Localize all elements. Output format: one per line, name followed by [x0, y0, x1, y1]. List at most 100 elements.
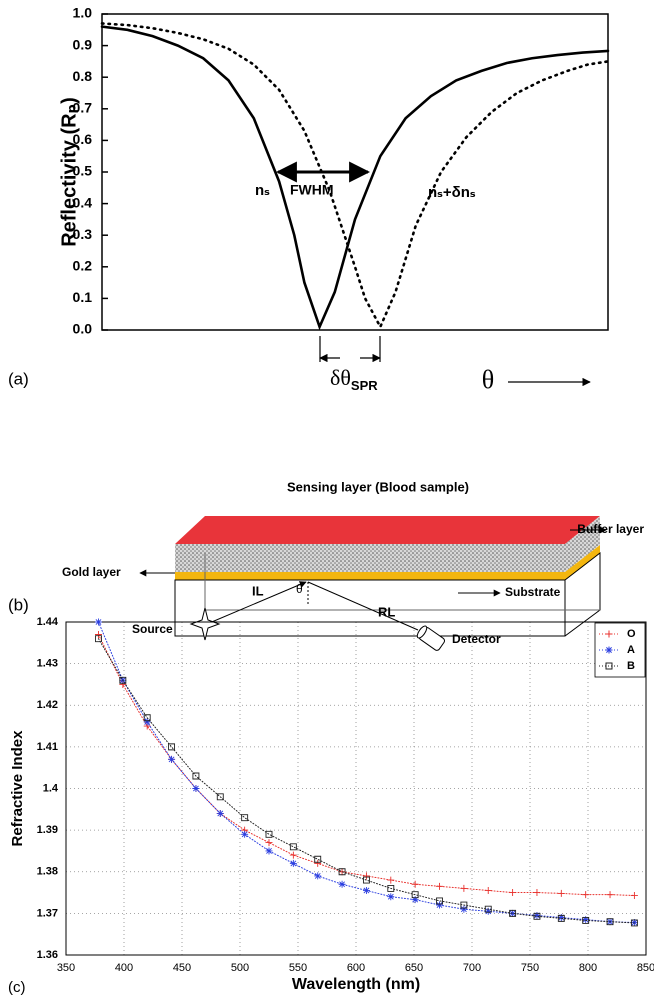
data-point — [387, 893, 395, 901]
data-point — [241, 830, 249, 838]
data-point — [94, 618, 102, 626]
legend-label: B — [627, 660, 635, 672]
data-point — [362, 872, 370, 880]
data-point — [387, 876, 395, 884]
substrate — [174, 551, 601, 637]
data-point — [265, 830, 273, 838]
data-point — [265, 847, 273, 855]
legend-marker — [605, 646, 613, 654]
panel-label: (a) — [8, 369, 29, 388]
y-tick-label: 0.9 — [73, 36, 93, 52]
data-point — [95, 635, 102, 643]
incident-label: IL — [252, 583, 264, 598]
legend-label: O — [627, 628, 636, 640]
data-point — [436, 882, 444, 890]
x-tick-label: 800 — [579, 962, 597, 974]
data-point — [460, 884, 468, 892]
detector-icon — [416, 625, 445, 651]
y-tick-label: 0.3 — [73, 226, 93, 242]
data-point — [630, 919, 638, 927]
buffer-label: Buffer layer — [577, 522, 644, 536]
sensing-layer-label: Sensing layer (Blood sample) — [287, 479, 469, 494]
data-point — [582, 891, 590, 899]
data-point — [411, 891, 419, 899]
series-line — [97, 633, 635, 896]
data-point — [509, 889, 517, 897]
data-point — [582, 916, 590, 924]
panel-a-annotations: FWHM nₛ nₛ+δnₛ δθSPR (a) — [8, 161, 591, 393]
data-point — [289, 859, 297, 867]
data-point — [484, 907, 492, 915]
shift-bracket — [319, 336, 381, 363]
y-tick-label: 1.42 — [37, 699, 58, 711]
chart: 1.36 1.37 1.38 1.39 1.4 1.41 1.42 1.43 1.44 350 40… — [9, 616, 654, 993]
source-icon — [189, 607, 221, 641]
data-point — [143, 718, 151, 726]
data-point — [314, 859, 322, 867]
data-point — [362, 876, 370, 884]
plot-frame — [101, 13, 609, 331]
y-tick-label: 0.6 — [73, 131, 93, 147]
x-tick-label: 400 — [115, 962, 133, 974]
data-point — [289, 843, 297, 851]
incident-ray — [206, 581, 307, 625]
data-point — [557, 914, 565, 922]
x-axis-label: θ — [482, 365, 494, 394]
y-tick-label: 0.5 — [73, 163, 93, 179]
y-tick-label: 1.4 — [43, 782, 59, 794]
data-point — [411, 896, 419, 904]
data-point — [119, 676, 127, 684]
data-point — [314, 872, 322, 880]
buffer-layer — [175, 544, 565, 572]
data-point — [216, 809, 224, 817]
y-tick-label: 1.41 — [37, 741, 58, 753]
data-point — [557, 889, 565, 897]
data-point — [509, 909, 517, 917]
y-tick-label: 1.44 — [37, 616, 59, 628]
data-point — [387, 884, 395, 892]
data-point — [168, 743, 176, 751]
y-tick-label: 0.7 — [73, 100, 93, 116]
y-tick-label: 0.4 — [73, 194, 93, 210]
data-point — [168, 755, 176, 763]
shift-label: δθSPR — [330, 365, 378, 393]
x-tick-label: 500 — [231, 962, 249, 974]
series-line — [97, 638, 635, 924]
data-point — [436, 897, 443, 905]
data-point — [265, 839, 273, 847]
series-line — [100, 22, 610, 330]
data-point — [436, 901, 444, 909]
panel-label: (c) — [8, 979, 26, 996]
data-point — [582, 917, 590, 924]
data-point — [192, 785, 200, 792]
chart: 0.0 0.1 0.2 0.3 0.4 0.5 0.6 0.7 0.8 0.9 1.0 Reflect… — [58, 5, 610, 394]
y-tick-label: 1.36 — [37, 949, 58, 961]
sensing-layer — [175, 516, 600, 544]
y-tick-label: 1.43 — [37, 658, 58, 670]
source-label: Source — [132, 622, 173, 636]
gold-label: Gold layer — [62, 565, 121, 579]
detector-label: Detector — [452, 632, 501, 646]
legend-box — [594, 622, 646, 678]
legend: OAB — [594, 622, 646, 678]
data-point — [338, 880, 346, 888]
data-point — [192, 772, 200, 780]
y-tick-label: 1.37 — [37, 907, 58, 919]
data-point — [338, 868, 346, 876]
shift-text: δθ — [330, 365, 351, 390]
legend-label: A — [627, 644, 635, 656]
data-point — [362, 886, 370, 894]
data-point — [630, 891, 638, 899]
reflected-ray — [307, 581, 419, 631]
angle-label: θ — [296, 582, 303, 596]
y-tick-label: 0.8 — [73, 68, 93, 84]
y-tick-label: 0.2 — [73, 258, 93, 274]
gold-layer — [175, 572, 565, 580]
data-point — [533, 911, 541, 919]
x-tick-label: 350 — [57, 962, 75, 974]
legend-marker — [605, 662, 613, 670]
data-point — [460, 901, 468, 909]
y-tick-label: 0.0 — [73, 321, 93, 337]
reflected-label: RL — [378, 604, 395, 619]
